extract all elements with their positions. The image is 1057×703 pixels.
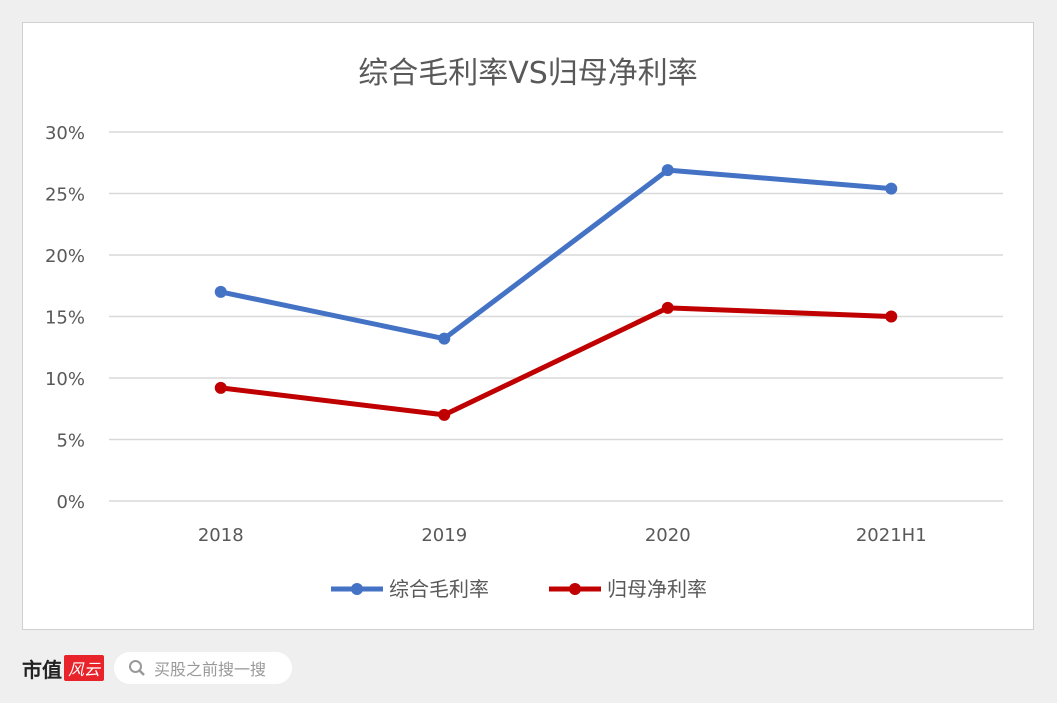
data-point (885, 182, 898, 195)
data-point (438, 408, 451, 421)
chart-panel: 综合毛利率VS归母净利率 0% 5% 10% 15% 20% 25% 30% 2018 2019 2… (22, 22, 1034, 630)
line-chart: 综合毛利率VS归母净利率 0% 5% 10% 15% 20% 25% 30% 2018 2019 2… (45, 56, 1003, 601)
x-tick-label: 2018 (198, 525, 244, 546)
data-point (661, 164, 674, 177)
search-icon (129, 660, 145, 676)
data-point (214, 285, 227, 298)
data-point (214, 381, 227, 394)
data-point (438, 332, 451, 345)
data-point (885, 310, 898, 323)
y-tick-label: 20% (45, 246, 85, 267)
legend-marker (569, 583, 581, 595)
y-tick-label: 15% (45, 308, 85, 329)
legend-marker (351, 583, 363, 595)
brand-name: 市值 (22, 657, 62, 682)
brand-logo: 风云 (64, 655, 105, 681)
x-tick-label: 2019 (421, 525, 467, 546)
y-tick-label: 25% (45, 185, 85, 206)
x-tick-label: 2020 (645, 525, 691, 546)
y-tick-label: 10% (45, 369, 85, 390)
x-tick-label: 2021H1 (856, 525, 927, 546)
chart-title: 综合毛利率VS归母净利率 (358, 56, 698, 91)
search-box[interactable]: 买股之前搜一搜 (114, 652, 293, 684)
y-tick-label: 30% (45, 123, 85, 144)
series-line-0 (220, 167, 892, 342)
legend-label: 综合毛利率 (389, 577, 489, 601)
data-point (661, 301, 674, 314)
legend-label: 归母净利率 (607, 577, 707, 601)
y-tick-label: 5% (56, 431, 85, 452)
y-tick-label: 0% (56, 492, 85, 513)
search-placeholder: 买股之前搜一搜 (154, 660, 267, 679)
series-line-1 (220, 305, 892, 418)
footer: 市值 风云 买股之前搜一搜 (22, 652, 293, 684)
